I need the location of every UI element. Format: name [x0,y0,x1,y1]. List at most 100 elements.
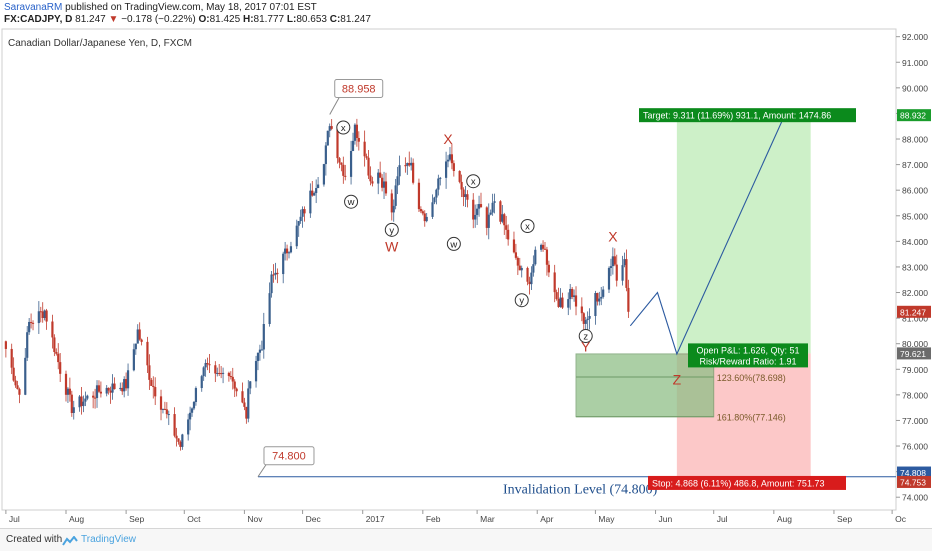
wave-label-circle [514,293,529,308]
candle-body [148,365,151,380]
x-tick-label: Oct [187,514,201,524]
candle-body [165,409,168,415]
candle-body [14,380,17,386]
candle-body [410,162,413,166]
price-axis-tag [897,109,931,122]
price-chart[interactable]: 92.00091.00090.00089.00088.00087.00086.0… [0,26,932,528]
candle-body [187,419,190,435]
high-value: 81.777 [253,14,285,25]
candle-body [258,349,262,353]
candle-body [571,288,574,297]
wave-label-minor: x [471,177,476,188]
y-tick-label: 74.000 [902,493,928,503]
candle-body [113,383,116,390]
candle-body [80,396,83,407]
candle-body [349,150,353,177]
tradingview-brand[interactable]: TradingView [81,534,137,545]
candle-body [93,397,97,399]
candle-body [462,189,465,197]
stop-tag[interactable] [648,475,846,490]
candle-body [173,414,176,436]
candle-body [572,295,576,297]
candle-body [287,252,291,254]
candle-body [627,287,630,312]
y-tick-label: 78.000 [902,390,928,400]
projection-path[interactable] [629,113,786,356]
candle-body [256,352,260,362]
candle-body [297,221,300,226]
open-value: 81.425 [209,14,241,25]
chart-title: Canadian Dollar/Japanese Yen, D, FXCM [8,38,192,49]
target-tag[interactable] [639,108,856,123]
candle-body [351,140,355,151]
wave-label-major: X [443,131,453,147]
candle-body [545,249,549,265]
publish-line: SaravanaRM published on TradingView.com,… [4,2,317,13]
candle-body [406,162,409,166]
candle-body [598,298,601,302]
candle-body [477,204,481,209]
candle-body [382,181,386,188]
candle-body [367,157,370,176]
created-with-text: Created with [6,534,63,545]
y-tick-label: 77.000 [902,416,928,426]
candle-body [138,329,141,340]
candle-body [4,341,7,349]
wave-label-minor: x [341,123,346,134]
candle-body [404,165,407,167]
candle-body [249,381,252,389]
x-tick-label: 2017 [366,514,385,524]
candle-body [534,249,537,265]
candle-body [37,311,40,324]
wave-label-circle [578,329,593,344]
tradingview-logo-icon[interactable] [62,534,78,552]
y-tick-label: 90.000 [902,83,928,93]
candle-body [433,197,436,203]
candle-body [28,321,31,333]
candle-body [167,414,170,416]
candle-body [607,268,611,290]
candle-body [179,441,182,447]
candle-body [553,272,556,293]
candle-body [419,209,422,212]
candle-body [175,435,178,439]
candle-body [394,185,397,206]
candle-body [202,367,205,377]
candle-body [588,316,591,319]
candle-body [567,299,570,308]
candle-body [134,343,137,350]
symbol-label[interactable]: FX:CADJPY, D [4,14,73,25]
candle-body [268,293,271,325]
candle-body [472,199,475,220]
wave-label-circle [384,222,399,237]
candle-body [444,161,448,178]
candle-body [450,154,454,164]
candle-body [301,209,304,217]
y-tick-label: 87.000 [902,160,928,170]
candle-body [10,348,13,368]
pnl-tag[interactable] [688,343,808,368]
y-tick-label: 83.000 [902,262,928,272]
candle-body [303,209,306,214]
candle-body [136,329,139,344]
candle-body [559,297,562,307]
candle-body [57,353,60,363]
candle-body [315,188,318,194]
candle-body [609,266,613,269]
candle-body [66,388,70,395]
change-down-icon: ▼ [108,14,119,25]
candle-body [24,357,27,395]
x-tick-label: Aug [69,514,84,524]
candle-body [289,246,293,253]
author-link[interactable]: SaravanaRM [4,2,63,13]
low-label: L: [286,14,297,25]
close-value: 81.247 [340,14,371,25]
candle-body [247,388,250,419]
price-axis-tag [897,347,931,360]
y-tick-label: 85.000 [902,211,928,221]
target-zone[interactable] [676,115,811,354]
x-tick-label: Nov [247,514,263,524]
candle-body [532,264,535,273]
y-tick-label: 76.000 [902,442,928,452]
candle-body [123,379,126,392]
